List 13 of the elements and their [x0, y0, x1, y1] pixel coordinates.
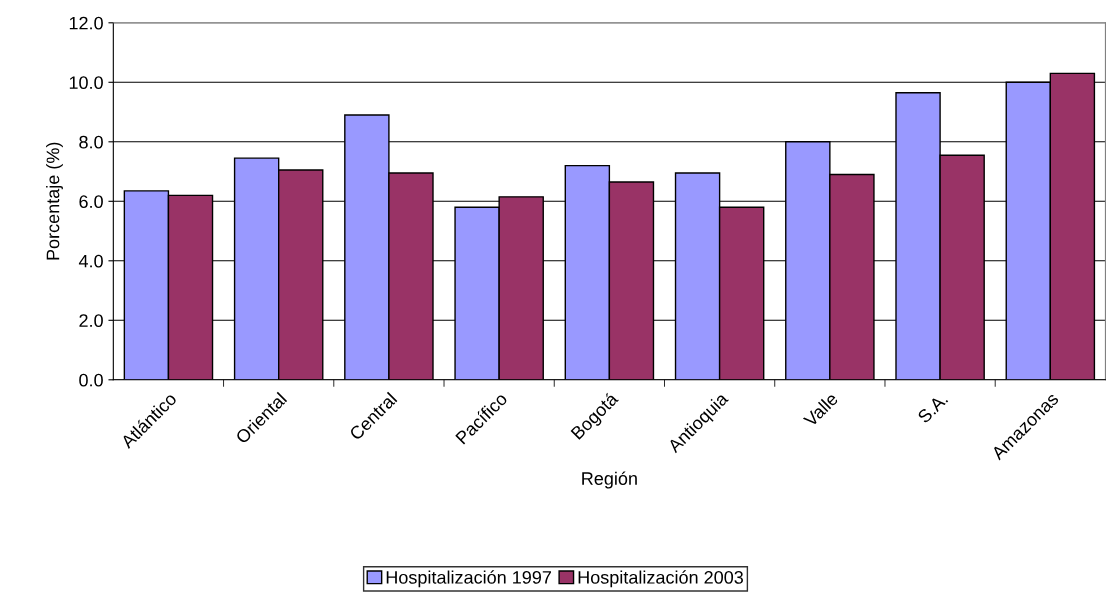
y-tick-label: 2.0: [79, 314, 103, 328]
y-tick-label: 0.0: [79, 373, 103, 387]
y-tick-label: 4.0: [78, 254, 103, 268]
legend-label: Hospitalización 1997: [386, 570, 551, 588]
x-tick-label: S.A.: [916, 392, 949, 424]
x-axis-title: Región: [582, 471, 637, 489]
y-axis-title: Porcentaje (%): [46, 142, 63, 260]
y-tick-label: 12.0: [69, 16, 103, 30]
x-tick-label: Valle: [802, 391, 839, 428]
y-tick-label: 6.0: [79, 195, 103, 209]
y-tick-label: 8.0: [79, 135, 103, 149]
y-tick-label: 10.0: [69, 76, 103, 90]
legend-label: Hospitalización 2003: [578, 570, 743, 588]
